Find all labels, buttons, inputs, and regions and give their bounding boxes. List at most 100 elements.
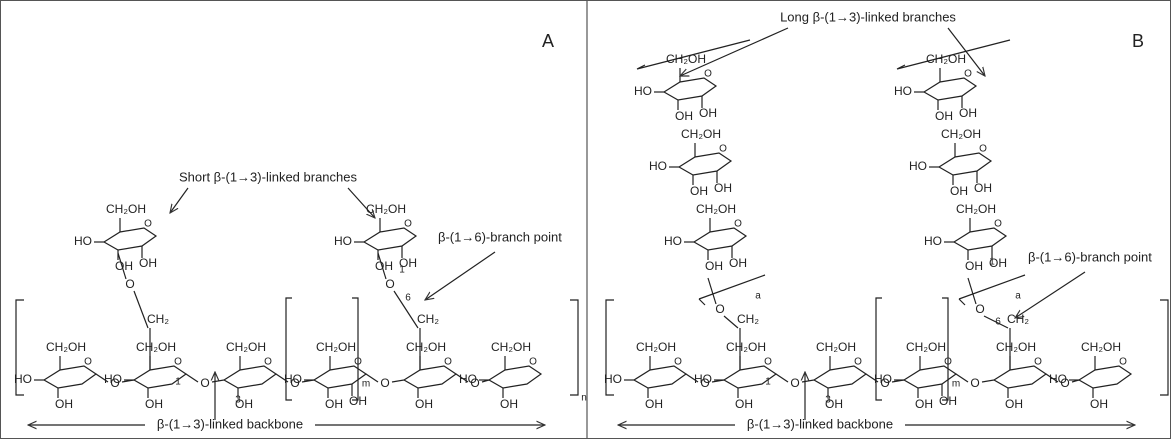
- sugar-ring: [938, 152, 993, 176]
- atom-label: a: [1015, 291, 1021, 302]
- atom-label: HO: [894, 84, 912, 98]
- atom-label: m: [362, 379, 370, 390]
- bond: [775, 373, 789, 383]
- bracket: [698, 274, 766, 306]
- atom-label: O: [529, 357, 537, 368]
- atom-label: OH: [699, 106, 717, 120]
- atom-label: O: [110, 376, 119, 390]
- bond: [955, 373, 969, 383]
- atom-label: O: [444, 357, 452, 368]
- atom-label: OH: [375, 259, 393, 273]
- atom-label: O: [880, 376, 889, 390]
- atom-label: HO: [694, 372, 712, 386]
- sugar-ring: [633, 365, 688, 389]
- atom-label: CH₂OH: [816, 340, 856, 354]
- bracket: [1160, 299, 1169, 396]
- arrow: [170, 187, 189, 213]
- atom-label: CH₂OH: [106, 202, 146, 216]
- atom-label: OH: [349, 394, 367, 408]
- atom-label: CH₂OH: [406, 340, 446, 354]
- atom-label: 1: [175, 377, 181, 388]
- atom-label: CH₂OH: [941, 127, 981, 141]
- atom-label: O: [719, 144, 727, 155]
- atom-label: HO: [874, 372, 892, 386]
- atom-label: 3: [825, 395, 831, 406]
- atom-label: HO: [334, 234, 352, 248]
- bond: [185, 373, 199, 383]
- atom-label: O: [704, 69, 712, 80]
- atom-label: O: [125, 277, 134, 291]
- atom-label: O: [264, 357, 272, 368]
- bond: [117, 252, 127, 280]
- atom-label: CH₂OH: [366, 202, 406, 216]
- bracket: [285, 297, 292, 401]
- bond: [95, 373, 109, 383]
- atom-label: CH₂OH: [926, 52, 966, 66]
- atom-label: O: [1034, 357, 1042, 368]
- atom-label: OH: [115, 259, 133, 273]
- atom-label: OH: [325, 397, 343, 411]
- arrow: [947, 27, 985, 76]
- arrow: [425, 251, 496, 300]
- sugar-ring: [363, 227, 418, 251]
- sugar-ring: [103, 227, 158, 251]
- atom-label: m: [952, 379, 960, 390]
- atom-label: O: [715, 302, 724, 316]
- bond: [801, 379, 815, 383]
- atom-label: O: [380, 376, 389, 390]
- atom-label: HO: [634, 84, 652, 98]
- sugar-ring: [43, 365, 98, 389]
- atom-label: CH₂OH: [956, 202, 996, 216]
- branch-point-label: β-(1→6)-branch point: [438, 229, 562, 244]
- atom-label: 6: [995, 317, 1001, 328]
- bond: [393, 290, 419, 329]
- atom-label: O: [994, 219, 1002, 230]
- atom-label: O: [1119, 357, 1127, 368]
- atom-label: OH: [235, 397, 253, 411]
- atom-label: O: [764, 357, 772, 368]
- atom-label: OH: [915, 397, 933, 411]
- branches-label: Short β-(1→3)-linked branches: [179, 169, 357, 184]
- atom-label: OH: [974, 181, 992, 195]
- bond: [981, 379, 995, 383]
- bracket: [942, 297, 949, 401]
- branches-label: Long β-(1→3)-linked branches: [780, 9, 956, 24]
- atom-label: OH: [145, 397, 163, 411]
- atom-label: CH₂: [1007, 312, 1029, 326]
- atom-label: CH₂: [417, 312, 439, 326]
- atom-label: HO: [14, 372, 32, 386]
- atom-label: OH: [939, 394, 957, 408]
- atom-label: OH: [989, 256, 1007, 270]
- arrow: [680, 27, 789, 76]
- atom-label: O: [700, 376, 709, 390]
- bond: [983, 315, 1009, 329]
- atom-label: OH: [714, 181, 732, 195]
- atom-label: OH: [415, 397, 433, 411]
- atom-label: OH: [729, 256, 747, 270]
- bond: [723, 315, 739, 329]
- bond: [133, 290, 149, 329]
- atom-label: O: [854, 357, 862, 368]
- sugar-ring: [663, 77, 718, 101]
- atom-label: HO: [604, 372, 622, 386]
- sugar-ring: [923, 77, 978, 101]
- bond: [211, 379, 225, 383]
- atom-label: HO: [649, 159, 667, 173]
- atom-label: OH: [935, 109, 953, 123]
- atom-label: 1: [989, 257, 995, 268]
- backbone-label: β-(1→3)-linked backbone: [157, 416, 303, 431]
- atom-label: CH₂OH: [696, 202, 736, 216]
- atom-label: CH₂OH: [491, 340, 531, 354]
- atom-label: HO: [924, 234, 942, 248]
- atom-label: O: [975, 302, 984, 316]
- atom-label: OH: [965, 259, 983, 273]
- bond: [967, 277, 977, 305]
- atom-label: O: [979, 144, 987, 155]
- atom-label: 3: [235, 395, 241, 406]
- atom-label: O: [144, 219, 152, 230]
- atom-label: O: [290, 376, 299, 390]
- panel-label: A: [542, 31, 554, 51]
- atom-label: O: [200, 376, 209, 390]
- atom-label: OH: [950, 184, 968, 198]
